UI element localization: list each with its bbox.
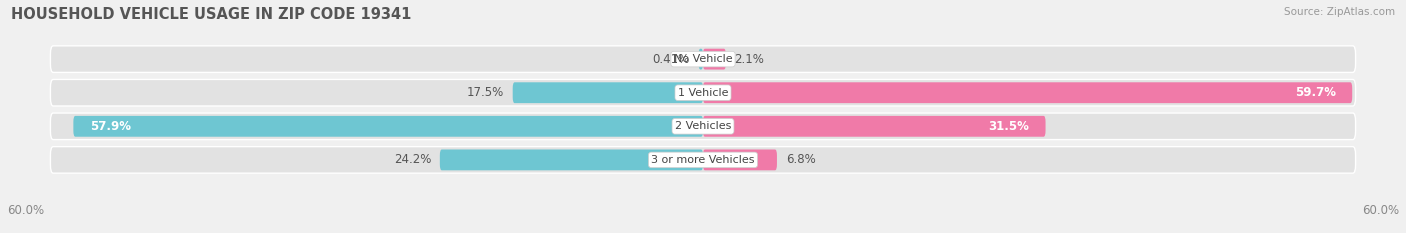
Text: 1 Vehicle: 1 Vehicle <box>678 88 728 98</box>
Text: 6.8%: 6.8% <box>786 153 815 166</box>
FancyBboxPatch shape <box>703 116 1046 137</box>
FancyBboxPatch shape <box>440 150 703 170</box>
Text: Source: ZipAtlas.com: Source: ZipAtlas.com <box>1284 7 1395 17</box>
FancyBboxPatch shape <box>703 150 778 170</box>
Text: 59.7%: 59.7% <box>1295 86 1336 99</box>
FancyBboxPatch shape <box>51 147 1355 173</box>
FancyBboxPatch shape <box>703 49 725 69</box>
Text: 60.0%: 60.0% <box>7 204 44 217</box>
FancyBboxPatch shape <box>51 113 1355 140</box>
FancyBboxPatch shape <box>703 82 1353 103</box>
FancyBboxPatch shape <box>73 116 703 137</box>
Text: 2 Vehicles: 2 Vehicles <box>675 121 731 131</box>
FancyBboxPatch shape <box>513 82 703 103</box>
Text: 57.9%: 57.9% <box>90 120 131 133</box>
Text: 3 or more Vehicles: 3 or more Vehicles <box>651 155 755 165</box>
Text: HOUSEHOLD VEHICLE USAGE IN ZIP CODE 19341: HOUSEHOLD VEHICLE USAGE IN ZIP CODE 1934… <box>11 7 412 22</box>
FancyBboxPatch shape <box>51 79 1355 106</box>
FancyBboxPatch shape <box>51 46 1355 72</box>
Text: 60.0%: 60.0% <box>1362 204 1399 217</box>
Text: 31.5%: 31.5% <box>988 120 1029 133</box>
Legend: Owner-occupied, Renter-occupied: Owner-occupied, Renter-occupied <box>576 229 830 233</box>
Text: 0.41%: 0.41% <box>652 53 690 66</box>
FancyBboxPatch shape <box>699 49 703 69</box>
Text: 24.2%: 24.2% <box>394 153 432 166</box>
Text: 2.1%: 2.1% <box>734 53 765 66</box>
Text: 17.5%: 17.5% <box>467 86 503 99</box>
Text: No Vehicle: No Vehicle <box>673 54 733 64</box>
